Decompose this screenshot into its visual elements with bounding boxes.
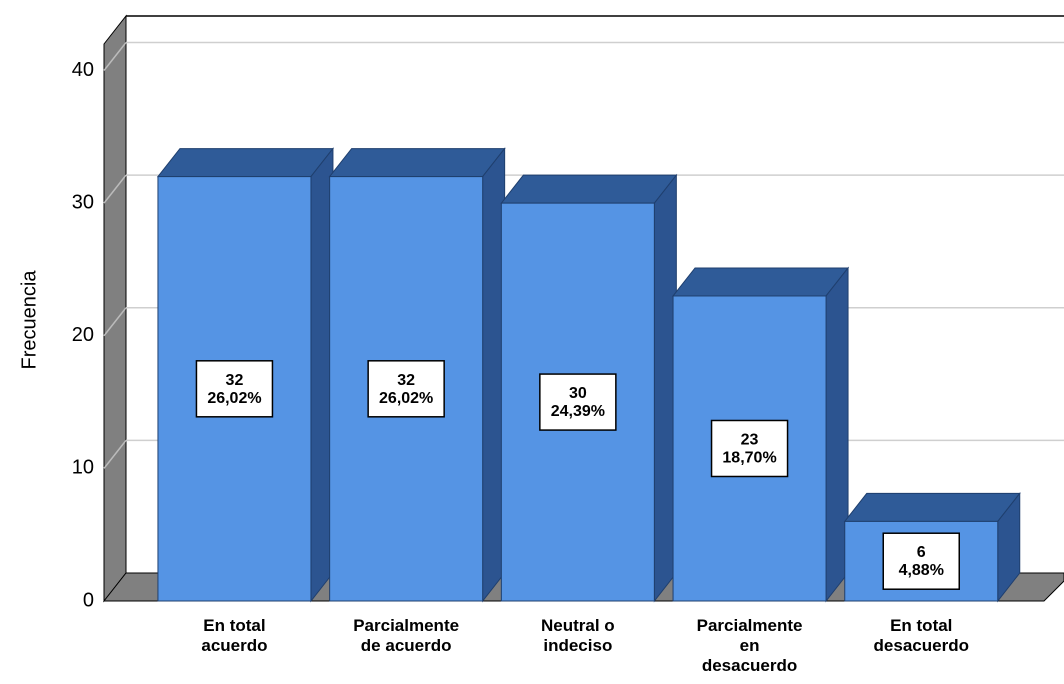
x-tick-label: En total acuerdo	[201, 616, 267, 655]
value-label-box	[882, 532, 960, 590]
bar-top	[328, 148, 506, 178]
y-tick-label: 0	[83, 589, 94, 611]
x-tick-label: Parcialmente de acuerdo	[353, 616, 459, 655]
value-label: 30 24,39%	[551, 385, 605, 420]
value-label-box	[710, 419, 789, 478]
y-tick-label: 20	[72, 324, 94, 346]
bar-top	[843, 492, 1021, 522]
x-tick-label: Parcialmente en desacuerdo	[697, 616, 803, 675]
value-label-box	[195, 360, 274, 418]
grid-line-side	[103, 439, 127, 469]
side-wall	[103, 14, 127, 603]
grid-line-side	[103, 307, 127, 337]
value-label: 32 26,02%	[207, 372, 261, 407]
y-tick-label: 30	[72, 191, 94, 213]
bar-top	[672, 267, 850, 297]
grid-line-side	[103, 174, 127, 204]
bar-top	[156, 148, 334, 178]
value-label: 6 4,88%	[899, 544, 944, 579]
value-label-box	[539, 373, 617, 431]
value-label: 32 26,02%	[379, 372, 433, 407]
y-tick-label: 10	[72, 457, 94, 479]
x-tick-label: En total desacuerdo	[874, 616, 969, 655]
value-label: 23 18,70%	[722, 432, 776, 467]
grid-line-side	[103, 42, 127, 71]
x-tick-label: Neutral o indeciso	[541, 616, 615, 655]
y-tick-label: 40	[72, 59, 94, 81]
bar-top	[500, 174, 678, 204]
y-axis-label: Frecuencia	[18, 270, 40, 370]
value-label-box	[367, 360, 445, 418]
